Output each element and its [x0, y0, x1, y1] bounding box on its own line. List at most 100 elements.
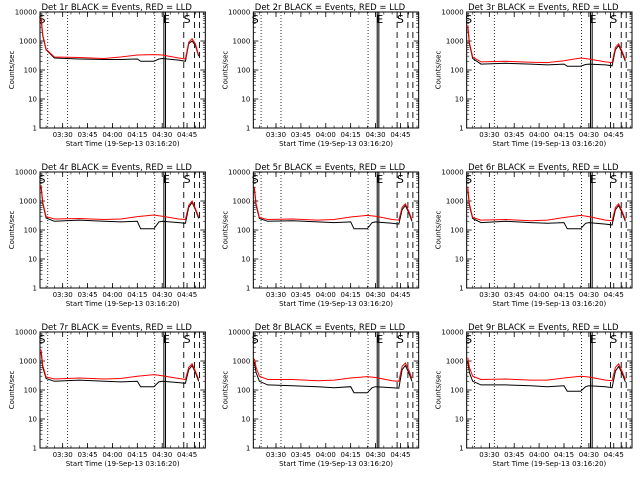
x-tick-label: 03:30	[53, 131, 73, 139]
marker-label: S	[184, 13, 191, 26]
x-tick-label: 04:15	[341, 131, 361, 139]
y-axis-label: Counts/sec	[8, 51, 16, 90]
y-tick-label: 10000	[441, 9, 463, 17]
y-axis-label: Counts/sec	[435, 371, 443, 410]
x-axis-label: Start Time (19-Sep-13 03:16:20)	[279, 460, 393, 468]
x-tick-label: 03:45	[77, 451, 97, 459]
y-axis-label: Counts/sec	[435, 51, 443, 90]
x-axis-label: Start Time (19-Sep-13 03:16:20)	[279, 140, 393, 148]
x-axis-label: Start Time (19-Sep-13 03:16:20)	[279, 300, 393, 308]
marker-label: E	[376, 173, 383, 186]
events-series-line	[253, 362, 413, 394]
y-tick-label: 1000	[446, 358, 464, 366]
x-tick-label: 04:15	[554, 291, 574, 299]
x-tick-label: 04:30	[152, 291, 172, 299]
x-axis-label: Start Time (19-Sep-13 03:16:20)	[492, 460, 606, 468]
y-tick-label: 1	[33, 285, 37, 293]
x-axis-label: Start Time (19-Sep-13 03:16:20)	[66, 140, 180, 148]
marker-label: E	[590, 13, 597, 26]
events-series-line	[40, 18, 200, 62]
y-tick-label: 100	[450, 387, 463, 395]
y-tick-label: 10	[28, 416, 37, 424]
events-series-line	[253, 189, 413, 230]
x-tick-label: 03:45	[504, 131, 524, 139]
lld-series-line	[40, 185, 200, 221]
marker-label: S	[397, 173, 404, 186]
x-tick-label: 04:15	[127, 131, 147, 139]
panel-det-9: Det 9r BLACK = Events, RED = LLD 1 10 100 10…	[435, 323, 633, 468]
x-tick-label: 04:00	[529, 131, 549, 139]
events-series-line	[40, 187, 200, 230]
x-tick-label: 03:45	[291, 291, 311, 299]
x-tick-label: 03:45	[77, 291, 97, 299]
y-tick-label: 1	[459, 125, 463, 133]
marker-label: E	[163, 333, 170, 346]
panel-title: Det 2r BLACK = Events, RED = LLD	[255, 3, 406, 13]
panel-det-4: Det 4r BLACK = Events, RED = LLD 1 10 100 10…	[8, 163, 206, 308]
y-tick-label: 1	[246, 285, 250, 293]
y-tick-label: 10	[455, 96, 464, 104]
y-tick-label: 1	[33, 445, 37, 453]
y-tick-label: 10000	[228, 329, 250, 337]
y-tick-label: 100	[24, 67, 37, 75]
marker-label: E	[163, 173, 170, 186]
y-tick-label: 10	[241, 96, 250, 104]
plot-frame	[252, 331, 420, 449]
panel-det-7: Det 7r BLACK = Events, RED = LLD 1 10 100 10…	[8, 323, 206, 468]
marker-label: S	[184, 173, 191, 186]
x-tick-label: 04:00	[316, 451, 336, 459]
lld-series-line	[467, 25, 626, 64]
y-axis-label: Counts/sec	[221, 371, 229, 410]
y-tick-label: 100	[237, 387, 250, 395]
marker-label: S	[465, 333, 472, 346]
lld-series-line	[467, 187, 626, 222]
y-tick-label: 10000	[228, 169, 250, 177]
x-tick-label: 03:30	[479, 291, 499, 299]
y-tick-label: 100	[237, 67, 250, 75]
lld-series-line	[40, 17, 200, 60]
y-axis-label: Counts/sec	[8, 371, 16, 410]
plot-frame	[252, 171, 420, 289]
y-axis-label: Counts/sec	[221, 211, 229, 250]
x-tick-label: 04:15	[554, 131, 574, 139]
panel-det-8: Det 8r BLACK = Events, RED = LLD 1 10 100 10…	[221, 323, 420, 468]
x-axis-label: Start Time (19-Sep-13 03:16:20)	[66, 460, 180, 468]
marker-label: S	[184, 333, 191, 346]
marker-label: S	[252, 333, 259, 346]
marker-label: E	[590, 333, 597, 346]
events-series-line	[467, 27, 626, 67]
x-tick-label: 04:30	[365, 451, 385, 459]
x-tick-label: 04:00	[316, 291, 336, 299]
x-tick-label: 04:45	[177, 131, 197, 139]
panel-title: Det 6r BLACK = Events, RED = LLD	[468, 163, 619, 173]
x-tick-label: 03:45	[504, 291, 524, 299]
x-tick-label: 04:45	[604, 291, 624, 299]
marker-label: S	[38, 13, 45, 26]
panel-title: Det 1r BLACK = Events, RED = LLD	[41, 3, 192, 13]
lld-series-line	[253, 358, 413, 382]
y-tick-label: 10	[455, 256, 464, 264]
y-tick-label: 10000	[441, 169, 463, 177]
plot-frame	[252, 11, 420, 129]
x-tick-label: 03:30	[266, 451, 286, 459]
x-tick-label: 03:45	[77, 131, 97, 139]
x-tick-label: 04:30	[152, 451, 172, 459]
y-axis-label: Counts/sec	[435, 211, 443, 250]
panel-det-1: Det 1r BLACK = Events, RED = LLD 1 10 100 10…	[8, 3, 206, 148]
x-axis-label: Start Time (19-Sep-13 03:16:20)	[492, 140, 606, 148]
x-tick-label: 04:45	[177, 451, 197, 459]
marker-label: S	[465, 173, 472, 186]
y-tick-label: 10000	[15, 9, 37, 17]
panel-title: Det 7r BLACK = Events, RED = LLD	[41, 323, 192, 333]
x-tick-label: 03:30	[479, 131, 499, 139]
y-tick-label: 10000	[228, 9, 250, 17]
y-tick-label: 100	[450, 67, 463, 75]
y-tick-label: 1000	[19, 198, 37, 206]
panel-title: Det 5r BLACK = Events, RED = LLD	[255, 163, 406, 173]
plot-frame	[39, 11, 206, 129]
y-tick-label: 10000	[441, 329, 463, 337]
x-tick-label: 04:00	[529, 291, 549, 299]
y-tick-label: 10	[241, 256, 250, 264]
panel-det-3: Det 3r BLACK = Events, RED = LLD 1 10 100 10…	[435, 3, 633, 148]
